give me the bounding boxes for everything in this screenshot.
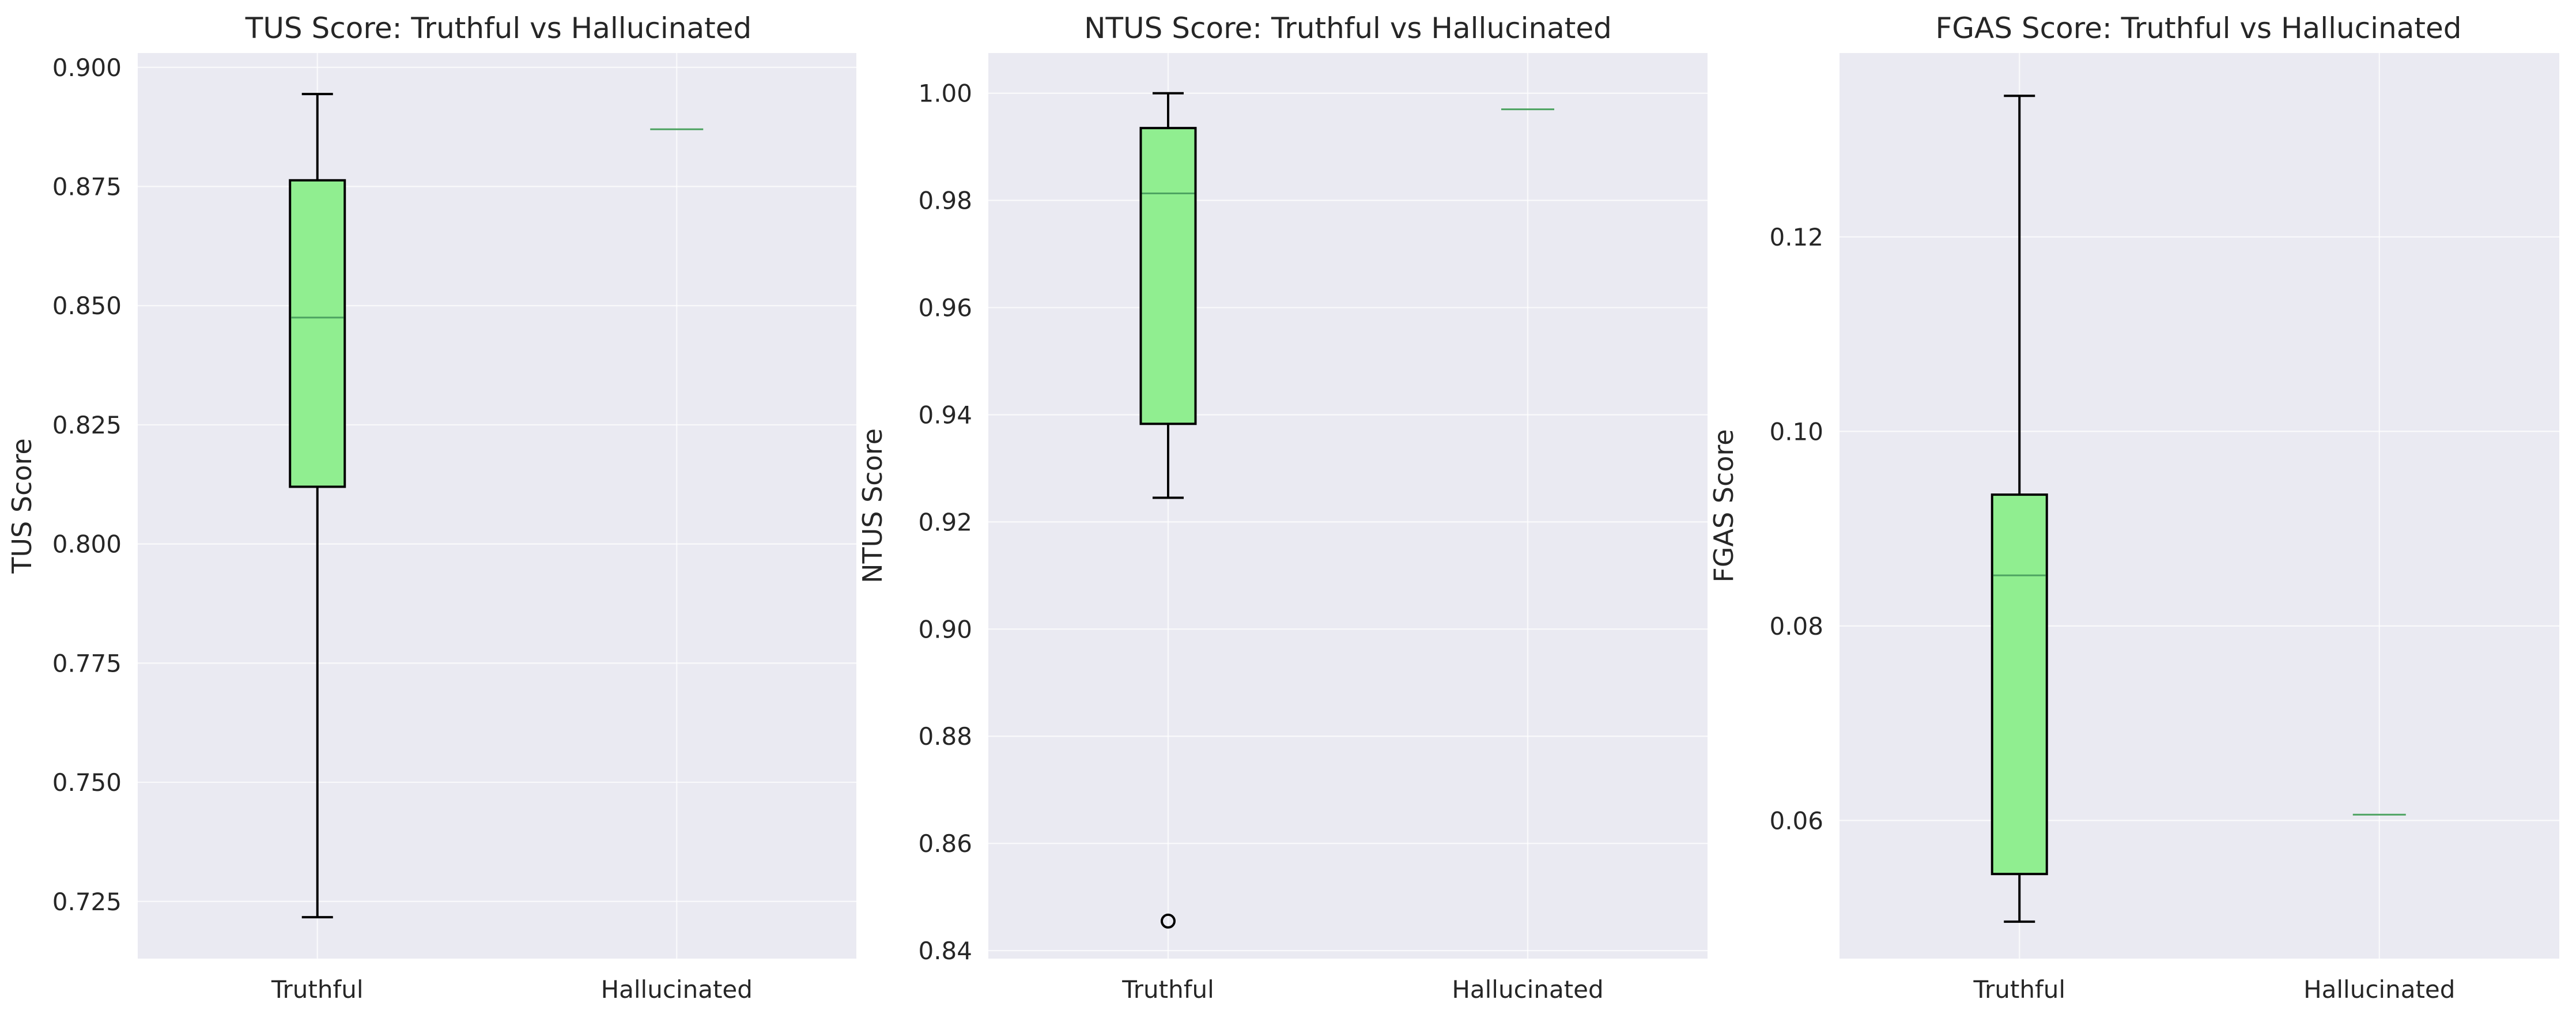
y-tick-label: 0.875 — [52, 173, 122, 201]
y-tick-label: 0.12 — [1769, 223, 1823, 251]
plot-area — [1840, 53, 2559, 959]
box-truthful — [289, 93, 346, 919]
y-axis-label: FGAS Score — [1708, 429, 1739, 582]
iqr-box — [289, 179, 346, 488]
box-truthful — [1990, 95, 2048, 923]
chart-panel-2: 0.84 0.86 0.88 0.90 0.92 0.94 0.96 0.98 1.00 Trut… — [857, 12, 1708, 1004]
y-axis-label: TUS Score — [6, 438, 37, 574]
y-tick-label: 0.10 — [1769, 417, 1823, 446]
y-tick-label: 0.96 — [918, 294, 972, 322]
x-tick-label: Truthful — [271, 975, 364, 1004]
y-tick-label: 0.88 — [918, 722, 972, 751]
y-tick-label: 0.800 — [52, 530, 122, 559]
box-truthful — [1139, 92, 1197, 929]
y-tick-label: 0.98 — [918, 187, 972, 215]
outlier-point — [1161, 913, 1176, 929]
y-tick-label: 0.08 — [1769, 612, 1823, 640]
y-tick-label: 0.90 — [918, 615, 972, 643]
y-tick-label: 1.00 — [918, 80, 972, 108]
chart-panel-3: 0.06 0.08 0.10 0.12 Truthful Hallucinated FGAS… — [1708, 12, 2559, 1004]
y-tick-label: 0.86 — [918, 830, 972, 858]
y-tick-label: 0.900 — [52, 54, 122, 82]
y-tick-label: 0.84 — [918, 937, 972, 965]
y-tick-label: 0.06 — [1769, 806, 1823, 835]
y-tick-label: 0.825 — [52, 411, 122, 439]
plot-area — [988, 53, 1708, 959]
y-tick-label: 0.750 — [52, 768, 122, 797]
iqr-box — [1990, 493, 2048, 876]
iqr-box — [1139, 127, 1197, 425]
chart-title: NTUS Score: Truthful vs Hallucinated — [1084, 12, 1612, 45]
chart-panel-1: 0.725 0.750 0.775 0.800 0.825 0.850 0.875 0.900… — [6, 12, 856, 1004]
x-tick-label: Hallucinated — [601, 975, 753, 1004]
x-tick-label: Hallucinated — [2303, 975, 2455, 1004]
y-tick-label: 0.92 — [918, 508, 972, 536]
chart-title: TUS Score: Truthful vs Hallucinated — [245, 12, 751, 45]
plot-area — [138, 53, 856, 959]
y-tick-label: 0.775 — [52, 649, 122, 677]
y-tick-label: 0.725 — [52, 888, 122, 916]
x-tick-label: Hallucinated — [1452, 975, 1603, 1004]
y-tick-label: 0.94 — [918, 401, 972, 429]
x-tick-label: Truthful — [1121, 975, 1214, 1004]
y-tick-label: 0.850 — [52, 292, 122, 320]
chart-title: FGAS Score: Truthful vs Hallucinated — [1936, 12, 2462, 45]
x-tick-label: Truthful — [1973, 975, 2065, 1004]
y-axis-label: NTUS Score — [857, 428, 888, 583]
